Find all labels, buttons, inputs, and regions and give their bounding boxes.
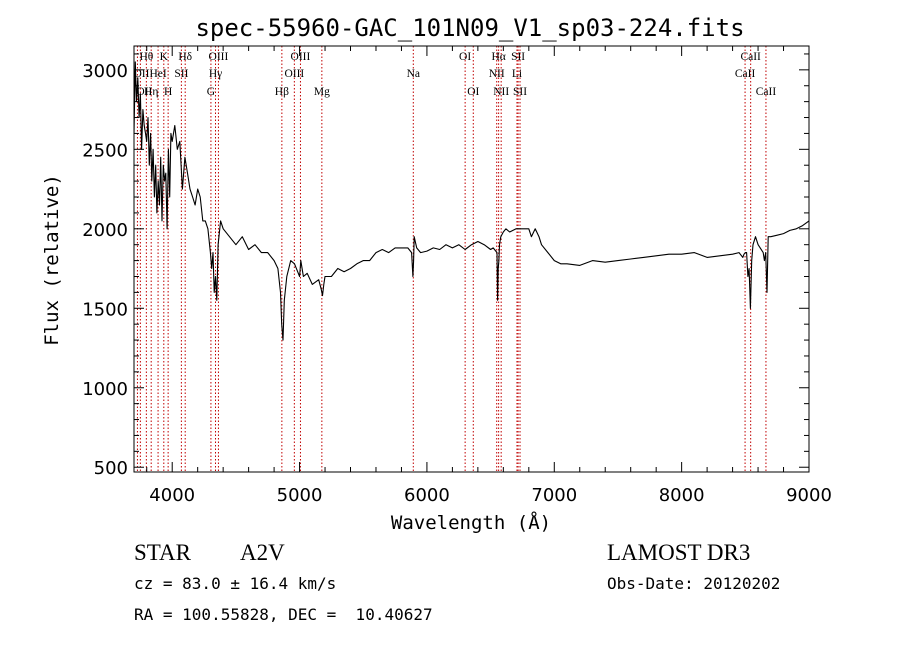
line-label-1: OII [136,86,152,98]
line-label-26: CaII [740,51,761,63]
object-subclass: A2V [240,540,285,565]
x-tick-label-4000: 4000 [149,485,195,506]
plot-area: OIIOIIHθHηHeIKHSIIHδGHγOIIIHβOIIIOIIIMgN… [82,45,832,506]
line-label-2: Hθ [139,51,153,63]
line-label-19: NII [489,68,505,80]
redshift-info: cz = 83.0 ± 16.4 km/s [134,574,336,593]
line-label-8: Hδ [178,51,192,63]
observation-date: Obs-Date: 20120202 [607,574,780,593]
x-tick-label-5000: 5000 [277,485,323,506]
line-label-7: SII [174,68,188,80]
line-label-4: HeI [149,68,166,80]
line-label-12: Hβ [275,86,289,98]
line-label-27: CaII [756,86,777,98]
x-tick-label-9000: 9000 [786,485,832,506]
y-tick-label-1500: 1500 [82,299,128,320]
plot-frame [133,45,810,473]
y-axis-label: Flux (relative) [41,174,63,346]
line-label-18: OI [467,86,479,98]
line-label-0: OII [133,68,149,80]
line-label-15: Mg [314,86,330,98]
line-label-21: NII [493,86,509,98]
y-tick-label-500: 500 [94,458,128,479]
y-tick-label-2000: 2000 [82,220,128,241]
line-label-6: H [164,86,172,98]
line-label-16: Na [407,68,420,80]
line-label-25: CaII [735,68,756,80]
line-label-22: Li [512,68,522,80]
coordinates: RA = 100.55828, DEC = 10.40627 [134,605,433,624]
line-label-3: Hη [144,86,158,98]
x-tick-label-7000: 7000 [531,485,577,506]
x-axis-label: Wavelength (Å) [391,511,551,534]
x-tick-label-6000: 6000 [404,485,450,506]
y-tick-label-3000: 3000 [82,61,128,82]
survey-name: LAMOST DR3 [607,540,750,565]
line-label-9: G [207,86,215,98]
object-type: STAR [134,540,192,565]
y-tick-label-2500: 2500 [82,140,128,161]
line-label-5: K [160,51,169,63]
line-label-20: Hα [491,51,505,63]
line-label-14: OIII [291,51,311,63]
line-label-13: OIII [284,68,304,80]
y-tick-label-1000: 1000 [82,379,128,400]
line-label-23: SII [511,51,525,63]
line-label-11: OIII [209,51,229,63]
x-tick-label-8000: 8000 [659,485,705,506]
line-label-10: Hγ [209,68,222,80]
spectrum-line-0 [134,61,809,341]
line-label-17: OI [459,51,471,63]
line-label-24: SII [513,86,527,98]
chart-title: spec-55960-GAC_101N09_V1_sp03-224.fits [195,14,744,42]
